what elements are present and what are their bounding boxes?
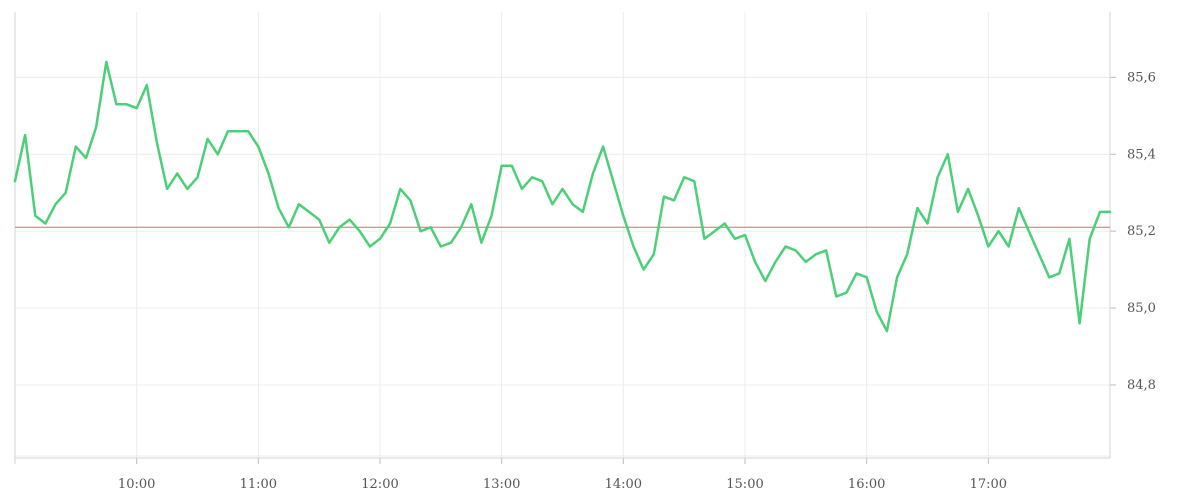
axes	[14, 12, 1116, 464]
tick-labels: 84,8 85,0 85,2 85,4 85,6 10:00 11:00 12:00 13:00…	[118, 70, 1156, 492]
price-series-line	[13, 60, 1112, 333]
y-tick-label: 85,0	[1127, 301, 1156, 316]
x-tick-label: 11:00	[240, 477, 277, 492]
x-tick-label: 14:00	[605, 477, 642, 492]
x-tick-label: 13:00	[483, 477, 520, 492]
series-group	[13, 60, 1112, 333]
x-tick-label: 15:00	[726, 477, 763, 492]
y-tick-label: 85,2	[1127, 224, 1156, 239]
x-tick-label: 16:00	[848, 477, 885, 492]
y-tick-label: 84,8	[1127, 378, 1156, 393]
x-tick-label: 12:00	[361, 477, 398, 492]
y-tick-label: 85,4	[1127, 147, 1156, 162]
x-tick-label: 17:00	[970, 477, 1007, 492]
grid	[15, 12, 1110, 458]
x-tick-label: 10:00	[118, 477, 155, 492]
y-tick-label: 85,6	[1127, 70, 1156, 85]
